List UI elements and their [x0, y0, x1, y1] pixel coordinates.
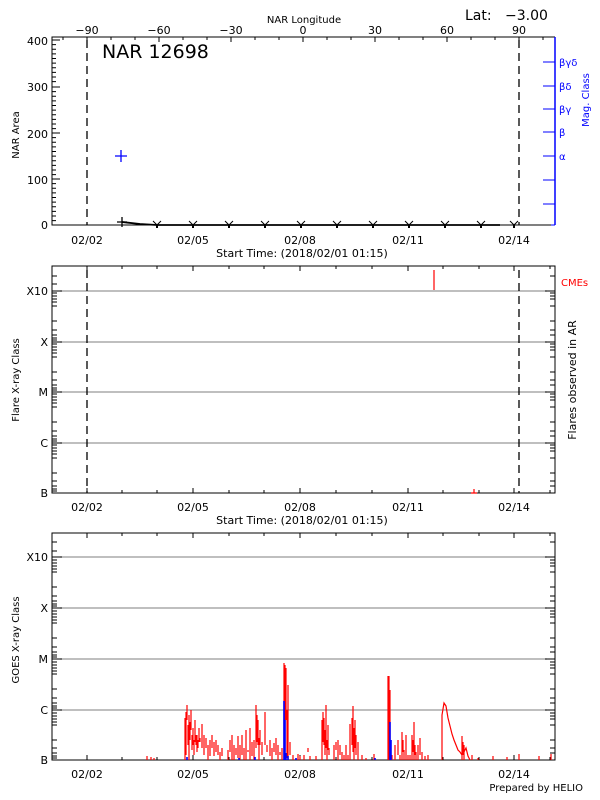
y-axis-left: 400 300 200 100 0 NAR Area: [11, 35, 60, 232]
top-axis-label: NAR Longitude: [267, 15, 341, 26]
svg-text:C: C: [40, 704, 48, 717]
flare-class-label: Flare X-ray Class: [11, 338, 22, 422]
svg-text:02/08: 02/08: [284, 768, 316, 781]
svg-text:02/14: 02/14: [498, 234, 530, 247]
svg-text:02/02: 02/02: [71, 234, 103, 247]
svg-text:B: B: [40, 754, 48, 767]
svg-text:0: 0: [300, 24, 307, 37]
svg-text:X10: X10: [26, 551, 48, 564]
legend-cmes: CMEs: [561, 278, 588, 289]
lat-value: −3.00: [505, 8, 548, 24]
svg-text:02/05: 02/05: [177, 234, 209, 247]
mag-class-axis: βγδ βδ βγ β α Mag. Class: [543, 58, 592, 226]
svg-text:400: 400: [27, 35, 48, 48]
svg-text:02/11: 02/11: [392, 768, 424, 781]
svg-text:02/14: 02/14: [498, 768, 530, 781]
svg-text:−30: −30: [219, 24, 242, 37]
svg-text:02/02: 02/02: [71, 501, 103, 514]
svg-text:02/14: 02/14: [498, 501, 530, 514]
svg-text:−90: −90: [75, 24, 98, 37]
svg-text:X10: X10: [26, 285, 48, 298]
svg-text:02/08: 02/08: [284, 501, 316, 514]
goes-flux-red: [146, 663, 552, 761]
flare-class-panel: X10 X M C B Flare X-ray Class Flares obs…: [11, 265, 588, 527]
svg-text:02/02: 02/02: [71, 768, 103, 781]
svg-text:02/05: 02/05: [177, 501, 209, 514]
svg-text:30: 30: [368, 24, 382, 37]
svg-text:Start Time: (2018/02/01 01:15): Start Time: (2018/02/01 01:15): [216, 514, 388, 527]
svg-text:200: 200: [27, 128, 48, 141]
svg-text:02/11: 02/11: [392, 234, 424, 247]
svg-text:M: M: [39, 386, 49, 399]
svg-text:βγδ: βγδ: [559, 58, 577, 69]
svg-text:02/11: 02/11: [392, 501, 424, 514]
limb-markers: [86, 40, 520, 225]
svg-text:300: 300: [27, 81, 48, 94]
lat-label: Lat:: [465, 8, 492, 24]
svg-text:100: 100: [27, 174, 48, 187]
svg-text:β: β: [559, 128, 565, 139]
svg-text:0: 0: [41, 219, 48, 232]
nar-area-panel: Lat: −3.00 NAR Longitude −90 −60 −30 0 3…: [11, 8, 592, 260]
svg-text:−60: −60: [147, 24, 170, 37]
svg-text:X: X: [40, 602, 48, 615]
mag-class-label: Mag. Class: [581, 73, 592, 127]
flares-observed-label: Flares observed in AR: [566, 320, 579, 440]
nar-area-trace: [117, 217, 519, 228]
svg-text:βδ: βδ: [559, 82, 572, 93]
svg-text:60: 60: [440, 24, 454, 37]
svg-text:α: α: [559, 152, 566, 163]
x-axis-top-panel: 02/02 02/05 02/08 02/11 02/14 Start Time…: [71, 234, 530, 260]
svg-text:B: B: [40, 487, 48, 500]
svg-text:M: M: [39, 653, 49, 666]
goes-class-label: GOES X-ray Class: [11, 596, 22, 683]
flare-marker: [471, 489, 477, 494]
goes-xray-panel: X10 X M C B GOES X-ray Class 02/02 02/05…: [11, 532, 583, 794]
svg-text:02/05: 02/05: [177, 768, 209, 781]
svg-text:90: 90: [512, 24, 526, 37]
svg-text:C: C: [40, 437, 48, 450]
mag-class-marker: [115, 150, 127, 162]
svg-text:βγ: βγ: [559, 105, 571, 116]
goes-flux-blue: [186, 701, 392, 760]
svg-text:02/08: 02/08: [284, 234, 316, 247]
region-title: NAR 12698: [102, 41, 209, 63]
longitude-ticks: −90 −60 −30 0 30 60 90: [62, 24, 544, 42]
svg-text:X: X: [40, 336, 48, 349]
y-axis-label: NAR Area: [11, 111, 22, 158]
prepared-by-credit: Prepared by HELIO: [489, 783, 583, 794]
svg-text:Start Time: (2018/02/01 01:15): Start Time: (2018/02/01 01:15): [216, 247, 388, 260]
